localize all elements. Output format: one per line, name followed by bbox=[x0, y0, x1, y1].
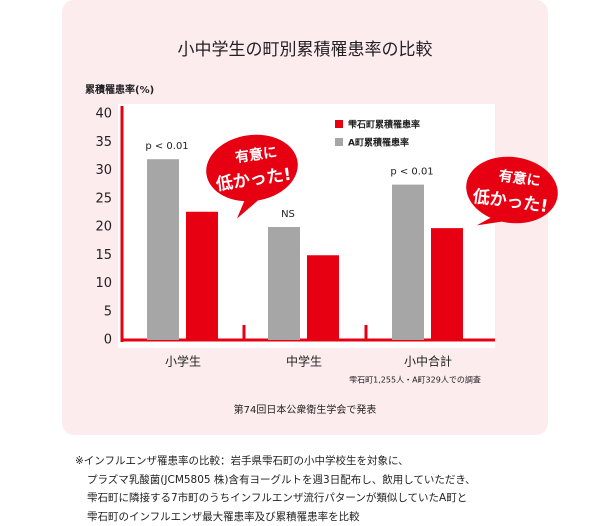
legend-swatch bbox=[335, 120, 343, 128]
bar bbox=[147, 159, 179, 340]
bar bbox=[268, 227, 300, 340]
significance-label: p < 0.01 bbox=[390, 167, 433, 178]
footnote-line: 雫石町に隣接する7市町のうちインフルエンザ流行パターンが類似していたA町と bbox=[75, 489, 476, 508]
y-axis-label: 累積罹患率(%) bbox=[85, 83, 154, 96]
legend-label: 雫石町累積罹患率 bbox=[348, 119, 420, 131]
footnote-line: ※インフルエンザ罹患率の比較：岩手県雫石町の小中学校生を対象に、 bbox=[75, 452, 476, 471]
y-tick-label: 10 bbox=[95, 276, 112, 291]
y-tick-label: 0 bbox=[104, 333, 112, 348]
legend-label: A町累積罹患率 bbox=[348, 137, 409, 149]
legend-swatch bbox=[335, 138, 343, 146]
footnote: ※インフルエンザ罹患率の比較：岩手県雫石町の小中学校生を対象に、プラズマ乳酸菌(… bbox=[75, 452, 476, 526]
footnote-line: プラズマ乳酸菌(JCM5805 株)含有ヨーグルトを週3日配布し、飲用していただ… bbox=[75, 471, 476, 490]
chart: 小中学生の町別累積罹患率の比較 累積罹患率(%) 雫石町1,255人・A町329… bbox=[0, 0, 610, 440]
y-tick-label: 20 bbox=[95, 220, 112, 235]
y-tick-label: 25 bbox=[95, 191, 112, 206]
bar bbox=[431, 228, 463, 340]
bar bbox=[307, 255, 339, 340]
y-tick-label: 5 bbox=[104, 304, 112, 319]
x-tick-label: 小中合計 bbox=[404, 354, 452, 369]
x-tick-label: 中学生 bbox=[286, 354, 322, 369]
source: 第74回日本公衆衛生学会で発表 bbox=[234, 403, 377, 416]
y-tick-label: 15 bbox=[95, 248, 112, 263]
chart-title: 小中学生の町別累積罹患率の比較 bbox=[178, 40, 433, 60]
significance-label: NS bbox=[281, 209, 295, 220]
bar bbox=[392, 185, 424, 340]
x-tick-label: 小学生 bbox=[165, 354, 201, 369]
y-tick-label: 35 bbox=[95, 135, 112, 150]
significance-label: p < 0.01 bbox=[145, 141, 188, 152]
y-tick-label: 30 bbox=[95, 163, 112, 178]
footnote-line: 雫石町のインフルエンザ最大罹患率及び累積罹患率を比較 bbox=[75, 508, 476, 526]
sample-note: 雫石町1,255人・A町329人での調査 bbox=[349, 375, 481, 385]
y-tick-label: 40 bbox=[95, 107, 112, 122]
bar bbox=[186, 212, 218, 340]
